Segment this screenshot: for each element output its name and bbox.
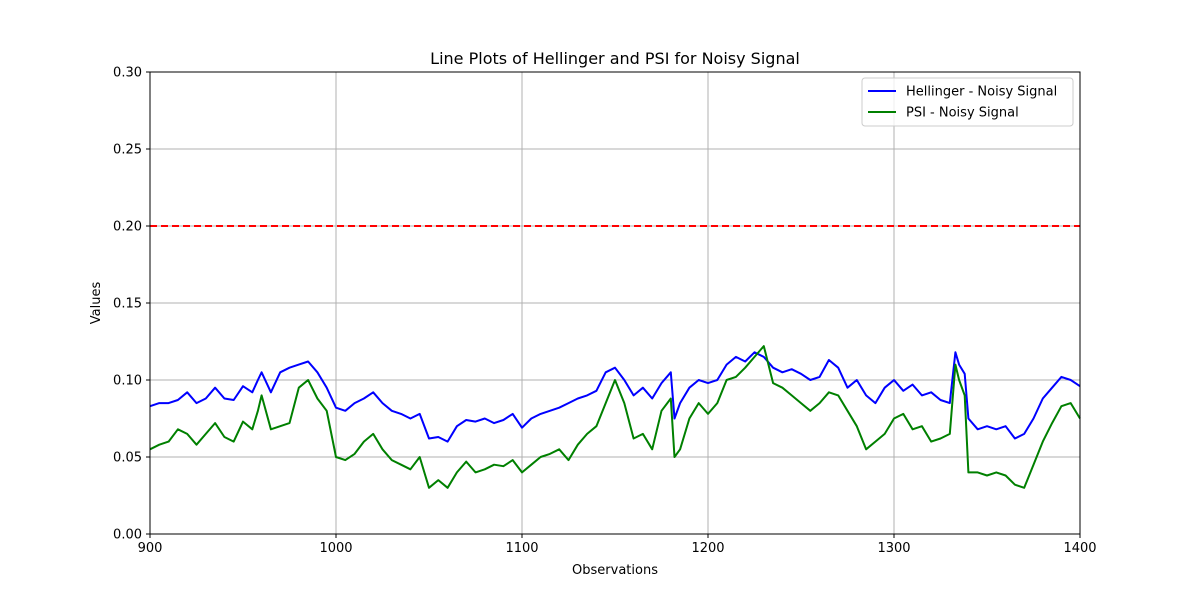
x-tick-label: 1300 [877, 541, 910, 556]
x-tick-label: 1200 [691, 541, 724, 556]
grid-lines [149, 71, 1081, 535]
x-axis-ticks: 900 1000 1100 1200 1300 1400 [138, 534, 1097, 556]
legend-label: PSI - Noisy Signal [906, 106, 1019, 121]
legend-label: Hellinger - Noisy Signal [906, 85, 1057, 100]
y-tick-label: 0.30 [113, 66, 142, 81]
y-tick-label: 0.25 [113, 143, 142, 158]
legend: Hellinger - Noisy Signal PSI - Noisy Sign… [861, 77, 1074, 127]
x-tick-label: 900 [138, 541, 163, 556]
y-tick-label: 0.15 [113, 297, 142, 312]
y-axis-label: Values [89, 282, 104, 325]
series-group [149, 345, 1081, 489]
x-axis-label: Observations [572, 563, 658, 578]
series-line-psi [149, 345, 1081, 489]
y-tick-label: 0.20 [113, 220, 142, 235]
chart-title: Line Plots of Hellinger and PSI for Nois… [430, 49, 800, 68]
y-tick-label: 0.10 [113, 374, 142, 389]
y-tick-label: 0.05 [113, 451, 142, 466]
x-tick-label: 1000 [319, 541, 352, 556]
series-line-hellinger [149, 351, 1081, 443]
legend-box [861, 77, 1074, 127]
x-tick-label: 1400 [1063, 541, 1096, 556]
x-tick-label: 1100 [505, 541, 538, 556]
y-axis-ticks: 0.00 0.05 0.10 0.15 0.20 0.25 0.30 [113, 66, 150, 543]
y-tick-label: 0.00 [113, 528, 142, 543]
